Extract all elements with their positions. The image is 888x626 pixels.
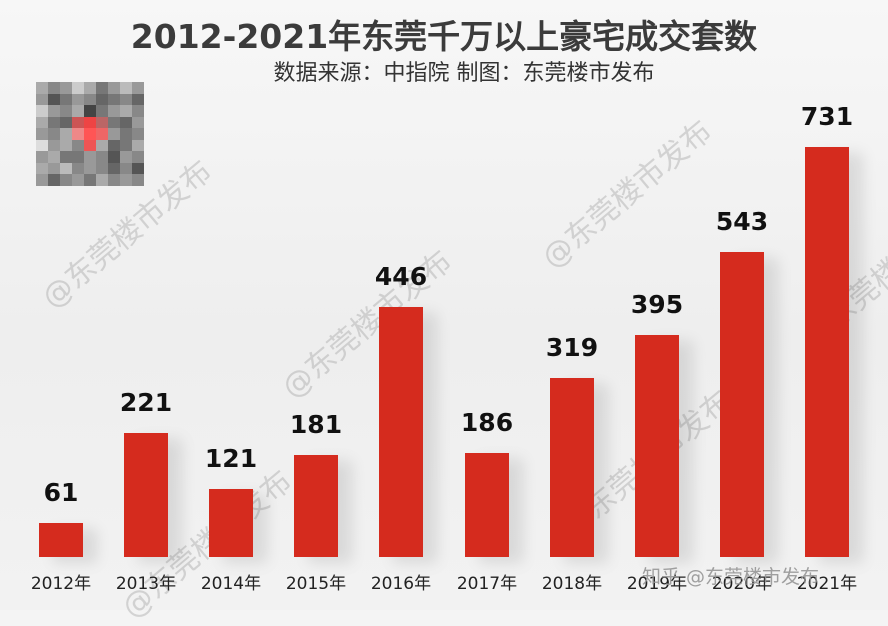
data-label: 446 [374, 262, 428, 291]
data-label: 186 [460, 408, 514, 437]
chart-title: 2012-2021年东莞千万以上豪宅成交套数 [130, 17, 758, 56]
x-axis-label: 2016年 [370, 574, 432, 594]
x-axis-label: 2015年 [285, 574, 347, 594]
data-label: 181 [289, 410, 343, 439]
bar-2019年 [635, 335, 679, 557]
bar-2020年 [720, 252, 764, 557]
bar-2013年 [124, 433, 168, 557]
x-axis-label: 2021年 [796, 574, 858, 594]
bar-2021年 [805, 147, 849, 557]
data-label: 395 [630, 290, 684, 319]
bar-2015年 [294, 455, 338, 557]
data-label: 121 [204, 444, 258, 473]
bar-2017年 [465, 453, 509, 557]
chart-subtitle: 数据来源：中指院 制图：东莞楼市发布 [273, 61, 655, 86]
data-label: 221 [119, 388, 173, 417]
data-label: 731 [800, 102, 854, 131]
footer-watermark: 知乎 @东莞楼市发布 [642, 566, 820, 588]
data-label: 319 [545, 333, 599, 362]
bar-2016年 [379, 307, 423, 557]
bar-2018年 [550, 378, 594, 557]
x-axis-label: 2019年 [626, 574, 688, 594]
x-axis-label: 2020年 [711, 574, 773, 594]
data-label: 61 [43, 478, 79, 507]
x-axis-label: 2014年 [200, 574, 262, 594]
x-axis-label: 2017年 [456, 574, 518, 594]
blurred-logo-icon [36, 82, 144, 186]
x-axis-label: 2018年 [541, 574, 603, 594]
bar-2012年 [39, 523, 83, 557]
x-axis-label: 2013年 [115, 574, 177, 594]
bar-2014年 [209, 489, 253, 557]
x-axis-label: 2012年 [30, 574, 92, 594]
data-label: 543 [715, 207, 769, 236]
